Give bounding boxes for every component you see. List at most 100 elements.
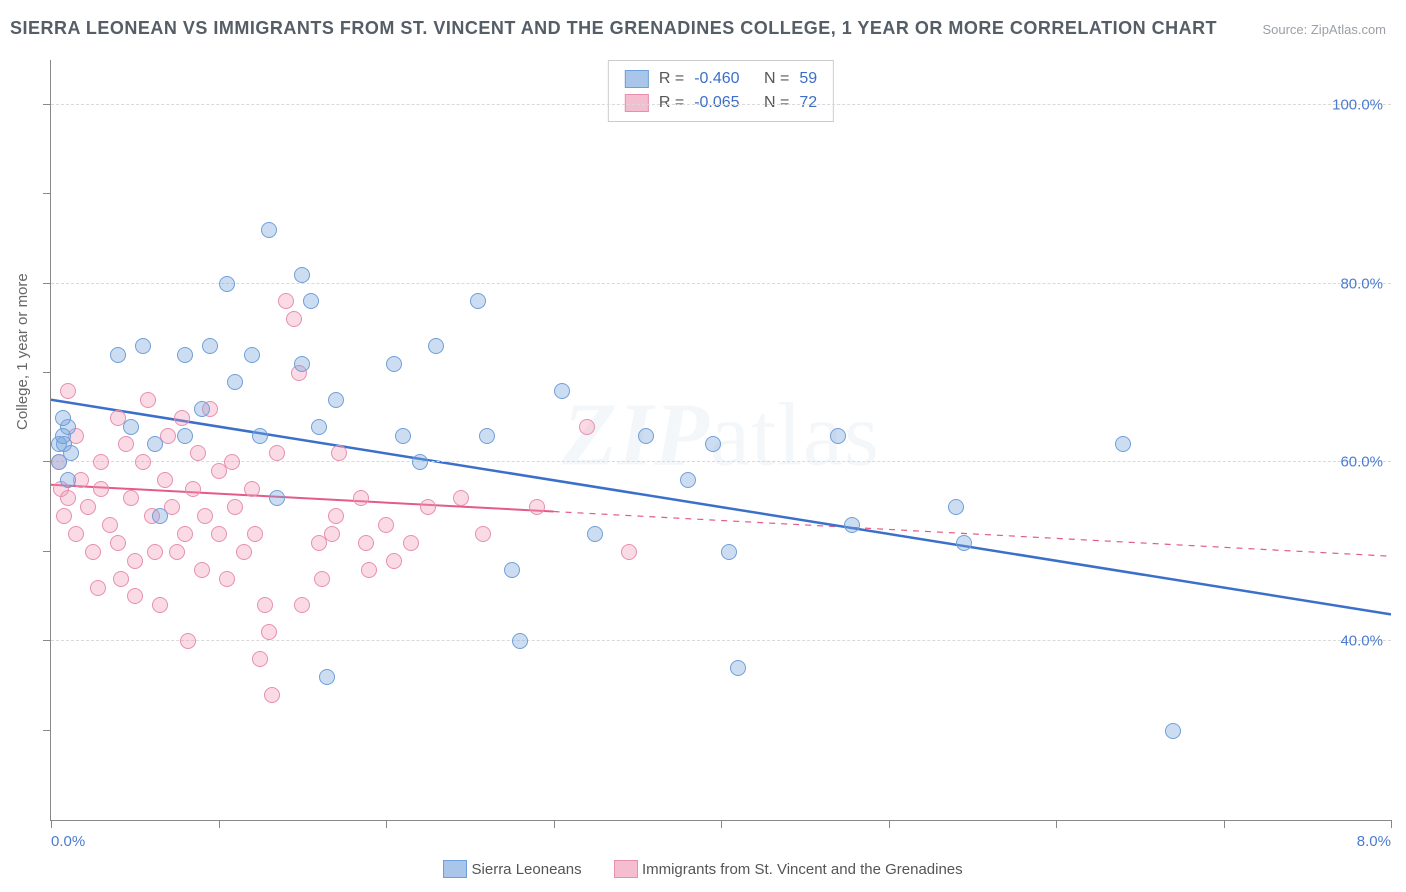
gridline (51, 283, 1391, 284)
data-point-blue (705, 436, 721, 452)
data-point-pink (197, 508, 213, 524)
y-tick-label: 40.0% (1340, 633, 1383, 650)
data-point-pink (118, 436, 134, 452)
y-axis-label: College, 1 year or more (14, 273, 31, 430)
data-point-pink (475, 526, 491, 542)
data-point-pink (177, 526, 193, 542)
data-point-blue (194, 401, 210, 417)
data-point-pink (294, 597, 310, 613)
data-point-pink (68, 526, 84, 542)
data-point-blue (294, 356, 310, 372)
x-tick-label: 8.0% (1357, 833, 1391, 850)
data-point-pink (324, 526, 340, 542)
data-point-pink (147, 544, 163, 560)
data-point-blue (554, 383, 570, 399)
data-point-blue (303, 293, 319, 309)
trend-line (554, 512, 1392, 557)
y-tick (43, 104, 51, 105)
y-tick (43, 372, 51, 373)
data-point-blue (55, 410, 71, 426)
data-point-blue (252, 428, 268, 444)
gridline (51, 461, 1391, 462)
y-tick-label: 60.0% (1340, 454, 1383, 471)
data-point-pink (227, 499, 243, 515)
data-point-pink (252, 651, 268, 667)
legend-label-pink: Immigrants from St. Vincent and the Gren… (642, 861, 963, 878)
data-point-pink (378, 517, 394, 533)
r-value-blue: -0.460 (694, 67, 739, 91)
data-point-blue (177, 347, 193, 363)
stats-row-blue: R = -0.460 N = 59 (625, 67, 817, 91)
data-point-blue (721, 544, 737, 560)
data-point-blue (135, 338, 151, 354)
data-point-blue (152, 508, 168, 524)
plot-area: ZIPatlas R = -0.460 N = 59 R = -0.065 N … (50, 60, 1391, 821)
data-point-pink (135, 454, 151, 470)
data-point-blue (512, 633, 528, 649)
data-point-pink (358, 535, 374, 551)
data-point-blue (63, 445, 79, 461)
data-point-blue (294, 267, 310, 283)
trend-lines (51, 60, 1391, 820)
data-point-pink (244, 481, 260, 497)
data-point-blue (328, 392, 344, 408)
y-tick (43, 283, 51, 284)
data-point-pink (140, 392, 156, 408)
data-point-pink (261, 624, 277, 640)
data-point-pink (420, 499, 436, 515)
bottom-legend: Sierra Leoneans Immigrants from St. Vinc… (0, 860, 1406, 882)
data-point-pink (247, 526, 263, 542)
data-point-pink (224, 454, 240, 470)
y-tick (43, 193, 51, 194)
data-point-pink (579, 419, 595, 435)
y-tick (43, 551, 51, 552)
data-point-pink (80, 499, 96, 515)
data-point-blue (830, 428, 846, 444)
legend-swatch-pink (614, 860, 638, 878)
data-point-pink (278, 293, 294, 309)
data-point-blue (123, 419, 139, 435)
data-point-blue (202, 338, 218, 354)
data-point-pink (264, 687, 280, 703)
data-point-blue (269, 490, 285, 506)
watermark-atlas: atlas (710, 385, 880, 484)
data-point-blue (638, 428, 654, 444)
swatch-blue (625, 70, 649, 88)
data-point-pink (157, 472, 173, 488)
legend-item-pink: Immigrants from St. Vincent and the Gren… (614, 860, 963, 878)
y-tick-label: 80.0% (1340, 275, 1383, 292)
x-tick (554, 820, 555, 828)
legend-swatch-blue (443, 860, 467, 878)
data-point-pink (314, 571, 330, 587)
data-point-pink (123, 490, 139, 506)
x-tick (386, 820, 387, 828)
data-point-blue (412, 454, 428, 470)
data-point-pink (93, 481, 109, 497)
data-point-pink (93, 454, 109, 470)
data-point-pink (361, 562, 377, 578)
data-point-pink (169, 544, 185, 560)
data-point-blue (319, 669, 335, 685)
data-point-blue (244, 347, 260, 363)
data-point-blue (110, 347, 126, 363)
data-point-pink (190, 445, 206, 461)
legend-label-blue: Sierra Leoneans (472, 861, 582, 878)
data-point-blue (680, 472, 696, 488)
data-point-pink (85, 544, 101, 560)
watermark-zip: ZIP (562, 385, 710, 484)
r-label: R = (659, 67, 684, 91)
y-tick (43, 461, 51, 462)
data-point-blue (227, 374, 243, 390)
data-point-blue (428, 338, 444, 354)
data-point-pink (60, 490, 76, 506)
data-point-blue (60, 472, 76, 488)
data-point-blue (386, 356, 402, 372)
data-point-pink (529, 499, 545, 515)
data-point-blue (730, 660, 746, 676)
data-point-blue (956, 535, 972, 551)
gridline (51, 104, 1391, 105)
data-point-pink (127, 553, 143, 569)
data-point-pink (56, 508, 72, 524)
x-tick (889, 820, 890, 828)
data-point-pink (386, 553, 402, 569)
